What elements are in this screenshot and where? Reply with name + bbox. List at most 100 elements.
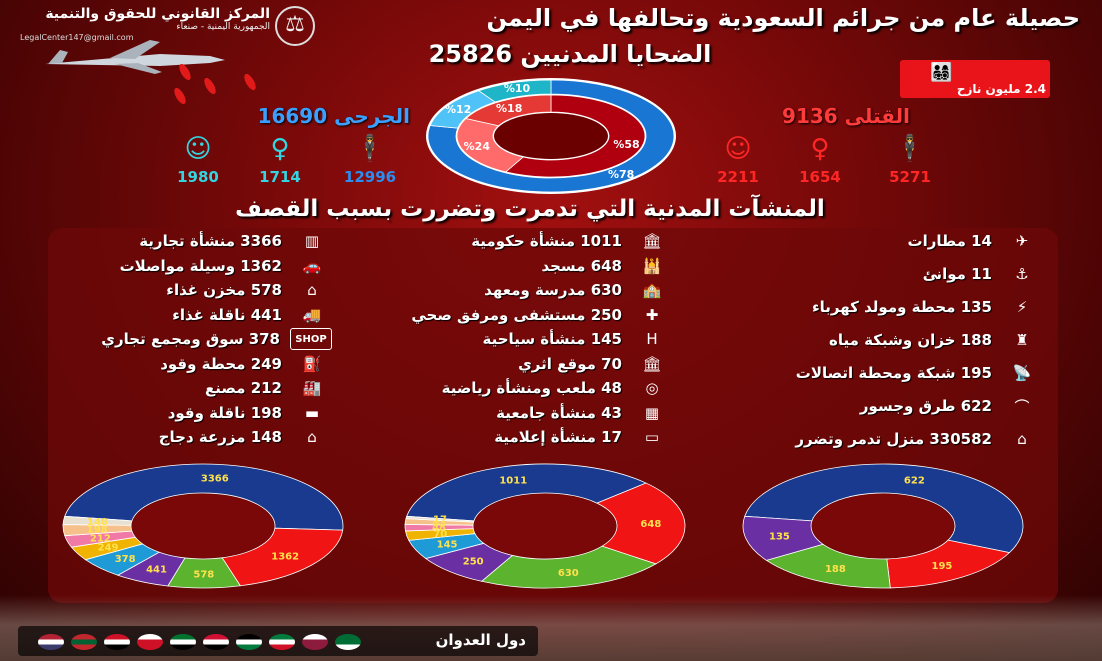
facility-donut-slice	[595, 482, 686, 565]
kuwait-flag	[269, 634, 295, 650]
facility-text: 1011 منشأة حكومية	[471, 232, 622, 250]
bridge-icon: ⌒	[1014, 397, 1030, 416]
facility-donut-label: 198	[87, 525, 108, 536]
facility-text: 378 سوق ومجمع تجاري	[101, 330, 280, 348]
facility-donut-label: 630	[558, 568, 579, 579]
victims-inner-slice	[465, 94, 552, 127]
facility-row: ⌂ 148 مزرعة دجاج	[159, 426, 332, 448]
injured-men-count: 12996	[343, 168, 397, 186]
facility-row: ♜ 188 خزان وشبكة مياه	[829, 329, 1042, 351]
bahrain-flag	[137, 634, 163, 650]
facility-donut-label: 578	[193, 569, 214, 580]
facility-text: 441 ناقلة غذاء	[172, 305, 282, 324]
man-icon: 🕴	[353, 134, 387, 164]
fighter-jet-icon	[45, 40, 225, 74]
facility-donut-label: 145	[437, 540, 458, 551]
organization-block: المركز القانوني للحقوق والتنمية الجمهوري…	[20, 6, 270, 43]
facility-row: ⌂ 330582 منزل تدمر وتضرر	[795, 428, 1042, 450]
victims-outer-slice	[477, 79, 552, 103]
facility-text: 188 خزان وشبكة مياه	[829, 331, 992, 349]
factory-icon: 🏭	[302, 379, 322, 397]
facility-text: 198 ناقلة وقود	[167, 403, 282, 422]
facility-donut-slice	[742, 515, 824, 561]
woman-icon: ♀	[810, 134, 830, 164]
facility-donut-label: 148	[87, 517, 108, 528]
stadium-icon: ◎	[645, 379, 659, 397]
displaced-badge: 👨‍👩‍👧‍👦 2.4 مليون نازح	[900, 60, 1050, 98]
victims-outer-label: %78	[608, 168, 634, 181]
injured-title: الجرحى 16690	[257, 104, 410, 128]
victims-outer-label: %12	[445, 103, 471, 116]
killed-women-count: 1654	[799, 168, 841, 186]
man-icon: 🕴	[893, 134, 927, 164]
victims-donut-chart: %78 %12 %10 %58 %24 %18	[426, 78, 676, 194]
facility-donut-hole	[812, 494, 954, 558]
airport-icon: ✈	[1015, 232, 1029, 250]
university-icon: ▦	[644, 403, 660, 422]
facility-row: 🏭 212 مصنع	[205, 377, 332, 399]
organization-subtitle: الجمهورية اليمنية - صنعاء	[176, 22, 270, 32]
facility-text: 622 طرق وجسور	[859, 397, 992, 415]
saudi-flag	[335, 634, 361, 650]
museum-icon: 🏛	[642, 354, 662, 373]
child-icon: ☺	[724, 134, 752, 164]
facility-donut-label: 622	[904, 475, 925, 486]
facility-text: 48 ملعب ومنشأة رياضية	[441, 379, 622, 397]
facility-row: ⚓ 11 موانئ	[923, 263, 1042, 285]
facility-row: 🏛 1011 منشأة حكومية	[471, 230, 672, 252]
victims-inner-slice	[504, 94, 646, 178]
warehouse-icon: ⌂	[307, 281, 317, 299]
facility-donut-slice	[64, 463, 344, 531]
victims-inner-label: %24	[464, 140, 491, 153]
facility-donut-label: 43	[432, 518, 446, 529]
antenna-icon: 📡	[1012, 364, 1032, 382]
victims-outer-label: %10	[504, 82, 531, 95]
facility-donut-label: 249	[98, 543, 119, 554]
tv-icon: ▭	[644, 428, 660, 446]
killed-title: القتلى 9136	[782, 104, 910, 128]
sudan-flag	[203, 634, 229, 650]
usa-flag	[38, 634, 64, 650]
facility-row: ⚡ 135 محطة ومولد كهرباء	[812, 296, 1042, 318]
facility-text: 249 محطة وقود	[160, 354, 282, 373]
store-icon: ▥	[304, 232, 320, 250]
facility-row: 🕌 648 مسجد	[541, 255, 672, 277]
victims-inner-label: %58	[613, 138, 639, 151]
killed-men-count: 5271	[889, 168, 931, 186]
facility-text: 578 مخزن غذاء	[166, 281, 282, 299]
houses-icon: ⌂	[1017, 430, 1027, 448]
aggressor-countries-label: دول العدوان	[435, 631, 526, 649]
uae-flag	[170, 634, 196, 650]
poultry-farm-icon: ⌂	[307, 428, 317, 446]
facility-donut-slice	[406, 463, 647, 522]
facility-row: ▦ 43 منشأة جامعية	[496, 402, 672, 424]
power-tower-icon: ⚡	[1016, 298, 1028, 316]
woman-icon: ♀	[270, 134, 290, 164]
facility-donut-label: 188	[825, 564, 846, 575]
facility-text: 14 مطارات	[907, 232, 992, 250]
hospital-icon: ✚	[645, 305, 659, 324]
scales-of-justice-icon: ⚖	[275, 6, 315, 46]
morocco-flag	[71, 634, 97, 650]
car-icon: 🚗	[302, 256, 322, 275]
facility-donut-label: 378	[115, 554, 136, 565]
facility-row: ⛽ 249 محطة وقود	[160, 353, 332, 375]
facility-row: ▬ 198 ناقلة وقود	[168, 402, 332, 424]
facility-text: 250 مستشفى ومرفق صحي	[411, 305, 622, 324]
facility-text: 145 منشأة سياحية	[482, 330, 622, 348]
facility-row: ✚ 250 مستشفى ومرفق صحي	[411, 304, 672, 326]
facility-donut-hole	[132, 494, 274, 558]
facility-text: 135 محطة ومولد كهرباء	[812, 298, 992, 316]
facility-row: ✈ 14 مطارات	[908, 230, 1042, 252]
injured-women-count: 1714	[259, 168, 301, 186]
fuel-station-icon: ⛽	[302, 354, 322, 373]
tanker-icon: ▬	[304, 403, 320, 422]
child-icon: ☺	[184, 134, 212, 164]
facility-text: 195 شبكة ومحطة اتصالات	[795, 364, 992, 382]
facility-donut-slice	[886, 539, 1011, 589]
facility-text: 648 مسجد	[541, 256, 622, 275]
facility-row: ⌒ 622 طرق وجسور	[860, 395, 1042, 417]
family-icon: 👨‍👩‍👧‍👦	[930, 62, 955, 83]
facility-donut-label: 212	[90, 533, 111, 544]
displaced-label: 2.4 مليون نازح	[956, 82, 1046, 96]
